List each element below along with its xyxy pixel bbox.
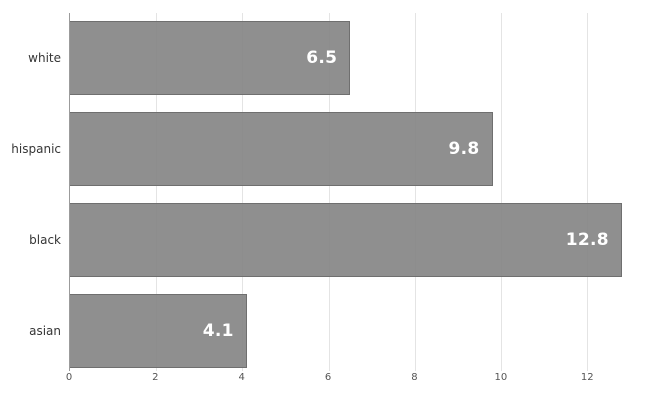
category-label-asian: asian	[29, 324, 61, 338]
xtick-label-6: 6	[324, 372, 332, 383]
bars: 6.5 9.8 12.8 4.1	[70, 13, 671, 371]
bar-white: 6.5	[70, 21, 351, 95]
x-axis-tick-labels: 0 2 4 6 8 10 12	[0, 372, 672, 388]
value-label-white: 6.5	[306, 48, 338, 68]
plot-area: 6.5 9.8 12.8 4.1	[69, 13, 671, 371]
gridline-x2	[156, 13, 158, 371]
bar-asian: 4.1	[70, 294, 247, 368]
value-label-black: 12.8	[565, 230, 609, 250]
value-label-asian: 4.1	[202, 321, 234, 341]
gridline-x8	[414, 13, 416, 371]
xtick-label-0: 0	[65, 372, 73, 383]
category-label-hispanic: hispanic	[11, 142, 61, 156]
xtick-label-10: 10	[494, 372, 508, 383]
xtick-label-4: 4	[238, 372, 245, 383]
xtick-label-2: 2	[152, 372, 159, 383]
xtick-label-8: 8	[411, 372, 418, 383]
gridline-x10	[501, 13, 503, 371]
gridline-x4	[242, 13, 244, 371]
y-axis-labels: white hispanic black asian	[0, 0, 61, 371]
gridlines	[70, 13, 671, 371]
category-label-white: white	[28, 51, 61, 65]
xtick-label-12: 12	[580, 372, 594, 383]
gridline-x12	[587, 13, 589, 371]
gridline-x6	[328, 13, 330, 371]
bar-black: 12.8	[70, 203, 622, 277]
category-label-black: black	[29, 233, 61, 247]
value-label-hispanic: 9.8	[448, 139, 480, 159]
bar-hispanic: 9.8	[70, 112, 493, 186]
